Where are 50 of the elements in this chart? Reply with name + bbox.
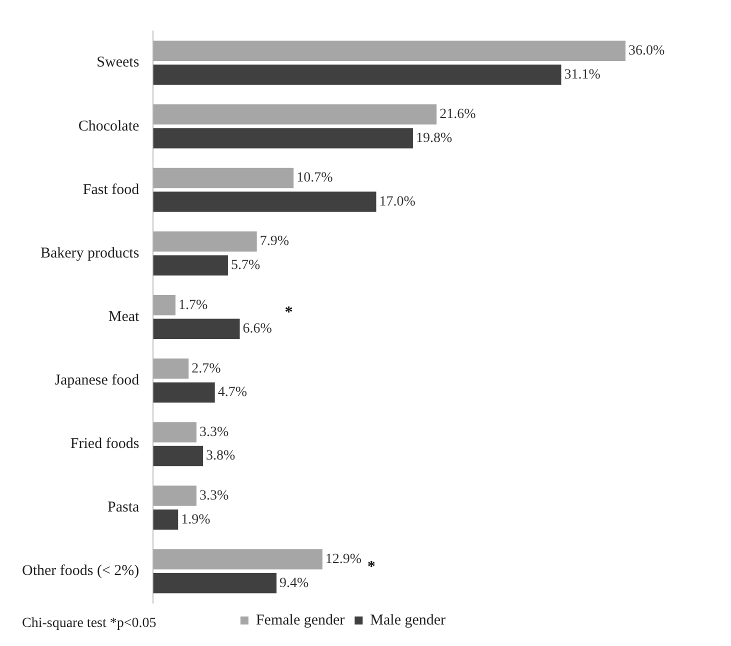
data-label: 1.9% <box>181 512 211 528</box>
bar <box>153 255 228 276</box>
bar <box>153 446 204 466</box>
data-label: 7.9% <box>260 234 290 250</box>
bar <box>153 318 240 340</box>
annotation: * <box>367 558 376 576</box>
y-tick-label: Bakery products <box>40 245 140 262</box>
data-label: 6.6% <box>242 322 272 337</box>
y-tick-label: Sweets <box>96 54 140 71</box>
bar <box>153 294 176 316</box>
data-label: 36.0% <box>628 44 666 59</box>
y-tick-label: Chocolate <box>78 118 140 134</box>
legend-label: Female gender <box>256 612 345 628</box>
data-label: 17.0% <box>379 194 416 210</box>
y-tick-label: Japanese food <box>54 372 140 388</box>
bar <box>153 422 196 442</box>
bar <box>153 358 189 379</box>
data-label: 3.8% <box>206 448 236 464</box>
bar <box>153 231 257 252</box>
data-label: 3.3% <box>199 488 229 504</box>
data-label: 12.9% <box>325 552 362 567</box>
data-label: 1.7% <box>178 298 208 313</box>
y-tick-label: Fried foods <box>70 436 140 452</box>
bar <box>153 486 196 506</box>
data-label: 21.6% <box>440 107 476 122</box>
bar <box>153 168 294 188</box>
bar <box>153 40 626 61</box>
bar <box>153 509 178 530</box>
data-label: 19.8% <box>416 130 452 146</box>
bar <box>153 104 437 125</box>
text: Chi-square test *p<0.05 <box>22 616 156 632</box>
data-label: 3.3% <box>199 424 229 440</box>
data-label: 4.7% <box>218 385 248 400</box>
data-label: 10.7% <box>296 170 334 186</box>
bar <box>153 192 376 212</box>
data-label: 2.7% <box>192 361 222 376</box>
y-tick-label: Fast food <box>82 182 140 198</box>
data-label: 31.1% <box>564 67 601 82</box>
bar <box>153 573 277 594</box>
y-tick-label: Other foods (< 2%) <box>22 563 140 580</box>
y-tick-label: Pasta <box>108 500 140 516</box>
data-label: 5.7% <box>230 258 260 274</box>
bar <box>153 64 562 85</box>
bar <box>153 382 215 403</box>
y-tick-label: Meat <box>108 308 140 325</box>
annotation: * <box>284 304 293 322</box>
bar <box>153 549 322 570</box>
legend-label: Male gender <box>370 612 446 628</box>
bar <box>153 128 413 148</box>
data-label: 9.4% <box>280 576 310 591</box>
